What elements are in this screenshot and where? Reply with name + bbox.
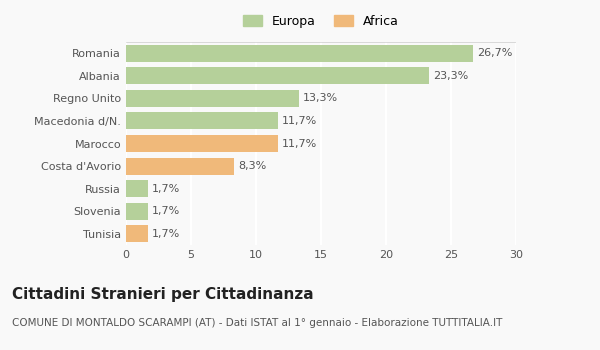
Text: 11,7%: 11,7%	[282, 139, 317, 148]
Text: 1,7%: 1,7%	[152, 184, 180, 194]
Text: 26,7%: 26,7%	[477, 48, 512, 58]
Bar	[126, 68, 429, 84]
Legend: Europa, Africa: Europa, Africa	[239, 11, 403, 32]
Text: COMUNE DI MONTALDO SCARAMPI (AT) - Dati ISTAT al 1° gennaio - Elaborazione TUTTI: COMUNE DI MONTALDO SCARAMPI (AT) - Dati …	[12, 318, 502, 329]
Text: Cittadini Stranieri per Cittadinanza: Cittadini Stranieri per Cittadinanza	[12, 287, 314, 302]
Bar	[126, 135, 278, 152]
Bar	[126, 203, 148, 220]
Bar	[126, 225, 148, 242]
Bar	[126, 158, 234, 175]
Text: 23,3%: 23,3%	[433, 71, 468, 81]
Text: 1,7%: 1,7%	[152, 229, 180, 239]
Bar	[126, 90, 299, 107]
Text: 8,3%: 8,3%	[238, 161, 266, 171]
Text: 1,7%: 1,7%	[152, 206, 180, 216]
Bar	[126, 112, 278, 130]
Text: 13,3%: 13,3%	[303, 93, 338, 103]
Bar	[126, 180, 148, 197]
Text: 11,7%: 11,7%	[282, 116, 317, 126]
Bar	[126, 45, 473, 62]
